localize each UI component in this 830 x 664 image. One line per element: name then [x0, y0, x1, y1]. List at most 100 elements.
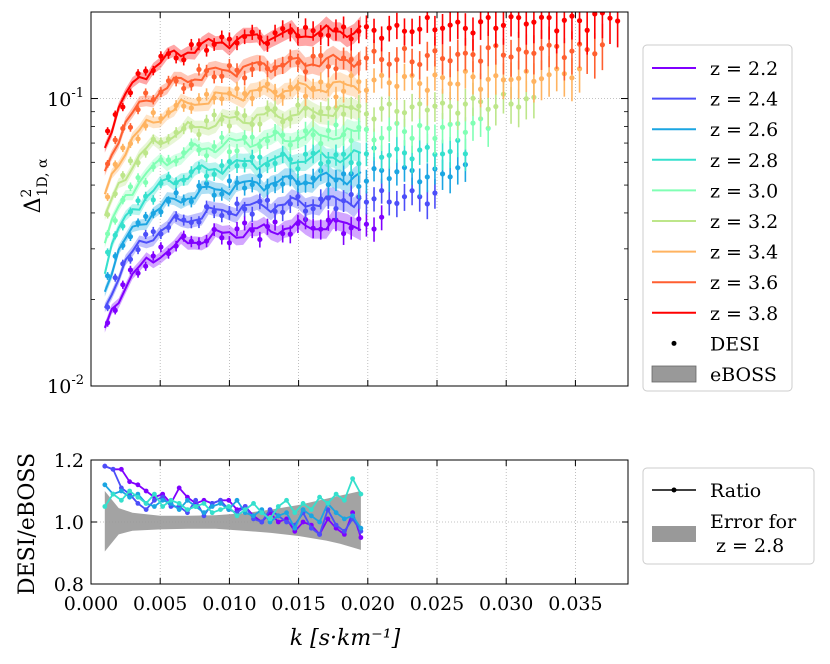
- legend-ratio-marker: [671, 487, 677, 493]
- eboss-lines: [103, 24, 362, 329]
- desi-point: [417, 147, 423, 153]
- desi-point: [561, 17, 567, 23]
- desi-point: [173, 55, 179, 61]
- desi-point: [508, 14, 514, 20]
- ylabel-sup: 2: [19, 189, 35, 198]
- desi-point: [249, 181, 255, 188]
- desi-point: [417, 26, 423, 32]
- desi-point: [576, 66, 583, 72]
- desi-point: [105, 161, 111, 167]
- desi-point: [363, 199, 370, 205]
- desi-point: [455, 51, 461, 57]
- ratio-point: [259, 510, 265, 516]
- desi-point: [599, 42, 605, 48]
- desi-point: [280, 26, 286, 32]
- desi-point: [280, 181, 286, 187]
- desi-point: [150, 67, 156, 74]
- desi-point: [219, 34, 225, 40]
- desi-point: [226, 178, 233, 184]
- legend-desi-label: DESI: [710, 333, 760, 355]
- desi-point: [310, 175, 316, 181]
- desi-point: [165, 174, 172, 180]
- desi-point: [203, 47, 210, 53]
- desi-point: [158, 89, 164, 95]
- desi-point: [249, 95, 255, 101]
- desi-point: [576, 18, 583, 24]
- top-ytick-label-1-exp: -1: [71, 86, 84, 101]
- desi-point: [257, 143, 263, 150]
- desi-point: [348, 104, 354, 111]
- desi-point: [188, 141, 194, 147]
- top-panel: 10-1 10-2 Δ21D, α: [19, 11, 629, 398]
- desi-point: [523, 49, 529, 55]
- ratio-point: [176, 485, 182, 491]
- desi-point: [158, 53, 164, 59]
- desi-point: [607, 15, 613, 21]
- desi-point: [173, 213, 179, 219]
- desi-point: [386, 199, 392, 205]
- desi-point: [462, 25, 468, 32]
- desi-point: [318, 52, 324, 59]
- legend-error-patch: [652, 526, 696, 542]
- desi-point: [196, 219, 202, 225]
- desi-point: [340, 171, 347, 177]
- desi-point: [523, 21, 529, 27]
- desi-point: [417, 101, 423, 107]
- desi-point: [371, 27, 377, 33]
- desi-point: [105, 231, 111, 237]
- desi-point: [546, 14, 552, 21]
- desi-point: [363, 151, 370, 157]
- desi-point: [211, 74, 217, 80]
- desi-point: [181, 177, 187, 183]
- desi-point: [531, 78, 537, 84]
- desi-point: [325, 32, 331, 39]
- desi-point: [599, 12, 605, 16]
- top-legend-frame: [642, 44, 793, 392]
- desi-point: [143, 68, 149, 74]
- ratio-point: [341, 516, 347, 522]
- desi-point: [348, 137, 354, 144]
- desi-point: [569, 13, 575, 19]
- ratio-point: [102, 482, 108, 488]
- desi-point: [340, 198, 347, 204]
- desi-point: [188, 41, 194, 48]
- desi-point: [615, 18, 621, 24]
- desi-point: [500, 52, 507, 58]
- ratio-point: [317, 519, 322, 525]
- desi-point: [386, 175, 392, 182]
- desi-point: [249, 66, 255, 72]
- legend-label-4: z = 3.0: [710, 180, 778, 202]
- desi-point: [333, 217, 339, 223]
- desi-point: [485, 76, 491, 82]
- desi-point: [325, 159, 331, 165]
- desi-point: [127, 158, 134, 164]
- desi-point: [280, 62, 286, 68]
- desi-point: [127, 234, 134, 240]
- desi-point: [508, 54, 514, 60]
- desi-point: [348, 225, 354, 231]
- desi-point: [318, 79, 324, 85]
- legend-label-8: z = 3.8: [710, 303, 778, 325]
- ratio-point: [341, 497, 347, 503]
- desi-point: [318, 196, 324, 202]
- legend-error-label: Error for z = 2.8: [710, 511, 802, 557]
- desi-point: [242, 33, 248, 40]
- ratio-point: [160, 504, 166, 509]
- top-plot-area: [103, 12, 621, 333]
- desi-point: [546, 72, 552, 78]
- desi-point: [287, 55, 293, 61]
- desi-point: [181, 233, 187, 239]
- desi-point: [242, 75, 248, 81]
- desi-point: [318, 140, 324, 147]
- desi-point: [165, 157, 172, 163]
- desi-point: [226, 149, 233, 155]
- ratio-point: [176, 501, 182, 506]
- desi-point: [363, 24, 370, 30]
- desi-point: [401, 150, 408, 156]
- legend-label-3: z = 2.8: [710, 150, 778, 172]
- desi-point: [112, 161, 118, 167]
- top-ylabel: Δ21D, α: [19, 158, 51, 213]
- desi-point: [181, 150, 187, 156]
- desi-point: [371, 226, 377, 232]
- desi-point: [264, 183, 271, 190]
